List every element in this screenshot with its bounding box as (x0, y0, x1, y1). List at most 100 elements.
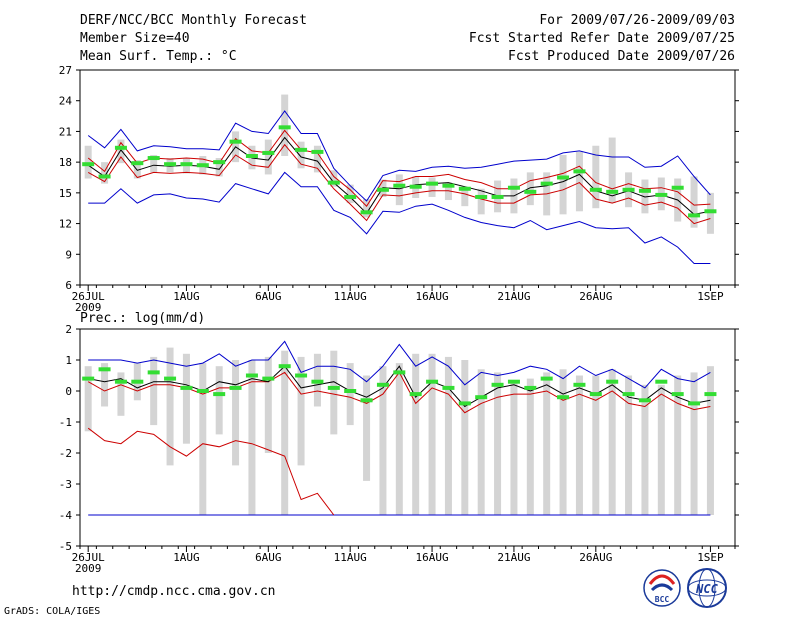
ensemble-box (494, 372, 502, 515)
ensemble-box (395, 174, 403, 206)
median-marker (671, 185, 684, 190)
ensemble-box (428, 177, 436, 197)
bcc-logo-text: BCC (655, 595, 670, 604)
median-marker (426, 181, 439, 186)
median-marker (393, 370, 406, 375)
median-marker (295, 373, 308, 378)
y-tick-label: 18 (59, 156, 72, 169)
median-marker (507, 379, 520, 384)
x-tick-label: 21AUG (497, 551, 530, 564)
ensemble-box (641, 179, 649, 214)
ensemble-box (510, 381, 518, 515)
ensemble-box (559, 369, 567, 515)
median-marker (164, 376, 177, 381)
median-marker (655, 192, 668, 197)
median-marker (278, 125, 291, 130)
median-marker (475, 395, 488, 400)
median-marker (213, 392, 226, 397)
median-marker (507, 185, 520, 190)
x-tick-label: 1AUG (173, 290, 200, 303)
ensemble-box (101, 363, 109, 407)
y-tick-label: 2 (65, 323, 72, 336)
member-size: Member Size=40 (80, 31, 190, 46)
median-marker (147, 370, 160, 375)
ensemble-box (444, 182, 452, 201)
ensemble-box (575, 151, 583, 212)
median-marker (557, 175, 570, 180)
x-tick-label: 11AUG (334, 551, 367, 564)
ensemble-box (297, 141, 305, 169)
ensemble-box (117, 372, 125, 416)
median-marker (82, 162, 95, 167)
median-marker (180, 385, 193, 390)
ensemble-box (297, 356, 305, 466)
ncc-logo-latitude (687, 579, 727, 597)
median-marker (114, 379, 127, 384)
min-line (88, 171, 711, 264)
ensemble-box (526, 172, 534, 206)
precip-panel-title: Prec.: log(mm/d) (80, 311, 205, 326)
ensemble-box (84, 366, 92, 432)
ensemble-box (690, 176, 698, 228)
median-marker (442, 385, 455, 390)
median-marker (98, 174, 111, 179)
variable-label: Mean Surf. Temp.: °C (80, 49, 237, 64)
median-marker (442, 183, 455, 188)
median-marker (704, 209, 717, 214)
plot-frame (79, 328, 736, 547)
median-marker (491, 382, 504, 387)
x-tick-label: 1SEP (697, 551, 724, 564)
median-marker (688, 401, 701, 406)
spread-upper-line (87, 129, 711, 207)
ensemble-box (575, 375, 583, 515)
ensemble-box (543, 372, 551, 515)
median-marker (524, 189, 537, 194)
median-marker (409, 392, 422, 397)
grads-credit: GrADS: COLA/IGES (4, 606, 100, 617)
ensemble-box (281, 94, 289, 156)
precipitation-panel: -5 -4 -3 -2 -1 0 1 2 26JUL 1AUG 6AUG 11AUG 16AUG 21AU… (59, 323, 739, 575)
x-tick-label: 16AUG (416, 290, 449, 303)
ensemble-box (690, 372, 698, 515)
median-marker (540, 376, 553, 381)
x-tick-label: 26AUG (579, 551, 612, 564)
median-marker (475, 194, 488, 199)
source-url[interactable]: http://cmdp.ncc.cma.gov.cn (72, 584, 276, 599)
bcc-logo: BCC (643, 569, 681, 607)
forecast-produced-date: Fcst Produced Date 2009/07/26 (508, 49, 735, 64)
ensemble-box (559, 154, 567, 215)
x-tick-label: 11AUG (334, 290, 367, 303)
ensemble-box (706, 366, 714, 515)
ensemble-box (264, 356, 272, 453)
ensemble-box (330, 170, 338, 187)
x-tick-label: 1AUG (173, 551, 200, 564)
median-marker (196, 389, 209, 393)
ensemble-box (477, 188, 485, 215)
ensemble-box (150, 356, 158, 426)
ensemble-box (232, 360, 240, 466)
ensemble-box (117, 139, 125, 164)
ensemble-box (166, 347, 174, 466)
median-marker (524, 385, 537, 390)
ensemble-box (625, 375, 633, 515)
ensemble-box (477, 369, 485, 515)
spread-lower-line (87, 143, 711, 225)
x-tick-label: 26JUL (72, 551, 105, 564)
x-tick-label: 21AUG (497, 290, 530, 303)
x-tick-label: 16AUG (416, 551, 449, 564)
median-marker (344, 194, 357, 199)
ensemble-box (428, 353, 436, 515)
max-line (87, 110, 711, 202)
bcc-logo-arc-blue (650, 583, 674, 592)
ensemble-box (215, 366, 223, 435)
ensemble-box (379, 366, 387, 515)
median-marker (327, 180, 340, 185)
spread-lower-line (87, 427, 335, 516)
y-tick-label: 12 (59, 218, 72, 231)
median-marker (196, 163, 209, 168)
ensemble-box (412, 353, 420, 515)
ensemble-box (363, 199, 371, 218)
median-marker (229, 139, 242, 144)
ensemble-box (395, 363, 403, 515)
median-marker (131, 379, 144, 384)
